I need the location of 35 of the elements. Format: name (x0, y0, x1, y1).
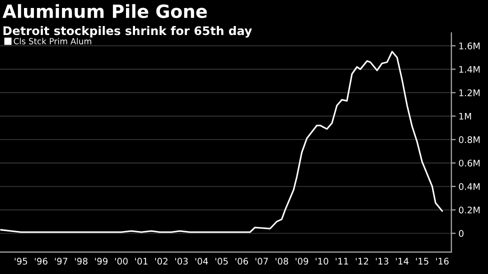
x-tick-label: '15 (416, 258, 428, 265)
chart-subtitle: Detroit stockpiles shrink for 65th day (4, 26, 252, 38)
x-tick-label: '16 (436, 258, 449, 265)
y-tick-label: 0.2M (458, 206, 480, 214)
chart-title: Aluminum Pile Gone (2, 4, 207, 18)
x-tick-label: '08 (276, 258, 288, 265)
x-tick-label: '01 (135, 258, 148, 265)
x-tick-label: '12 (356, 258, 368, 264)
y-tick-label: 1M (459, 112, 471, 120)
x-tick-label: '13 (376, 258, 388, 265)
x-tick-label: '07 (256, 258, 268, 265)
x-tick-label: '11 (336, 258, 348, 264)
x-tick-label: '99 (95, 258, 108, 265)
y-tick-label: 1.4M (459, 66, 480, 73)
x-tick-label: '00 (115, 258, 128, 265)
y-tick-label: 0.4M (458, 183, 480, 190)
y-tick-label: 1.2M (459, 89, 480, 96)
x-tick-label: '09 (296, 258, 308, 265)
y-tick-label: 0.8M (458, 136, 480, 144)
x-tick-label: '10 (316, 258, 328, 265)
y-tick-label: 1.6M (459, 42, 480, 50)
x-tick-label: '06 (235, 258, 248, 265)
x-tick-label: '05 (215, 258, 228, 265)
y-tick-label: 0 (458, 230, 464, 237)
x-tick-label: '02 (155, 258, 168, 265)
x-tick-label: '04 (195, 258, 208, 265)
line-series (0, 50, 443, 233)
y-tick-label: 0.6M (458, 160, 480, 167)
x-tick-label: '95 (14, 258, 28, 265)
x-tick-label: '14 (396, 258, 409, 264)
x-tick-label: '03 (175, 258, 188, 265)
legend-label: Cls Stck Prim Alum (14, 38, 92, 44)
x-tick-label: '97 (54, 258, 68, 265)
x-tick-label: '96 (34, 258, 48, 265)
x-tick-label: '98 (75, 258, 88, 265)
